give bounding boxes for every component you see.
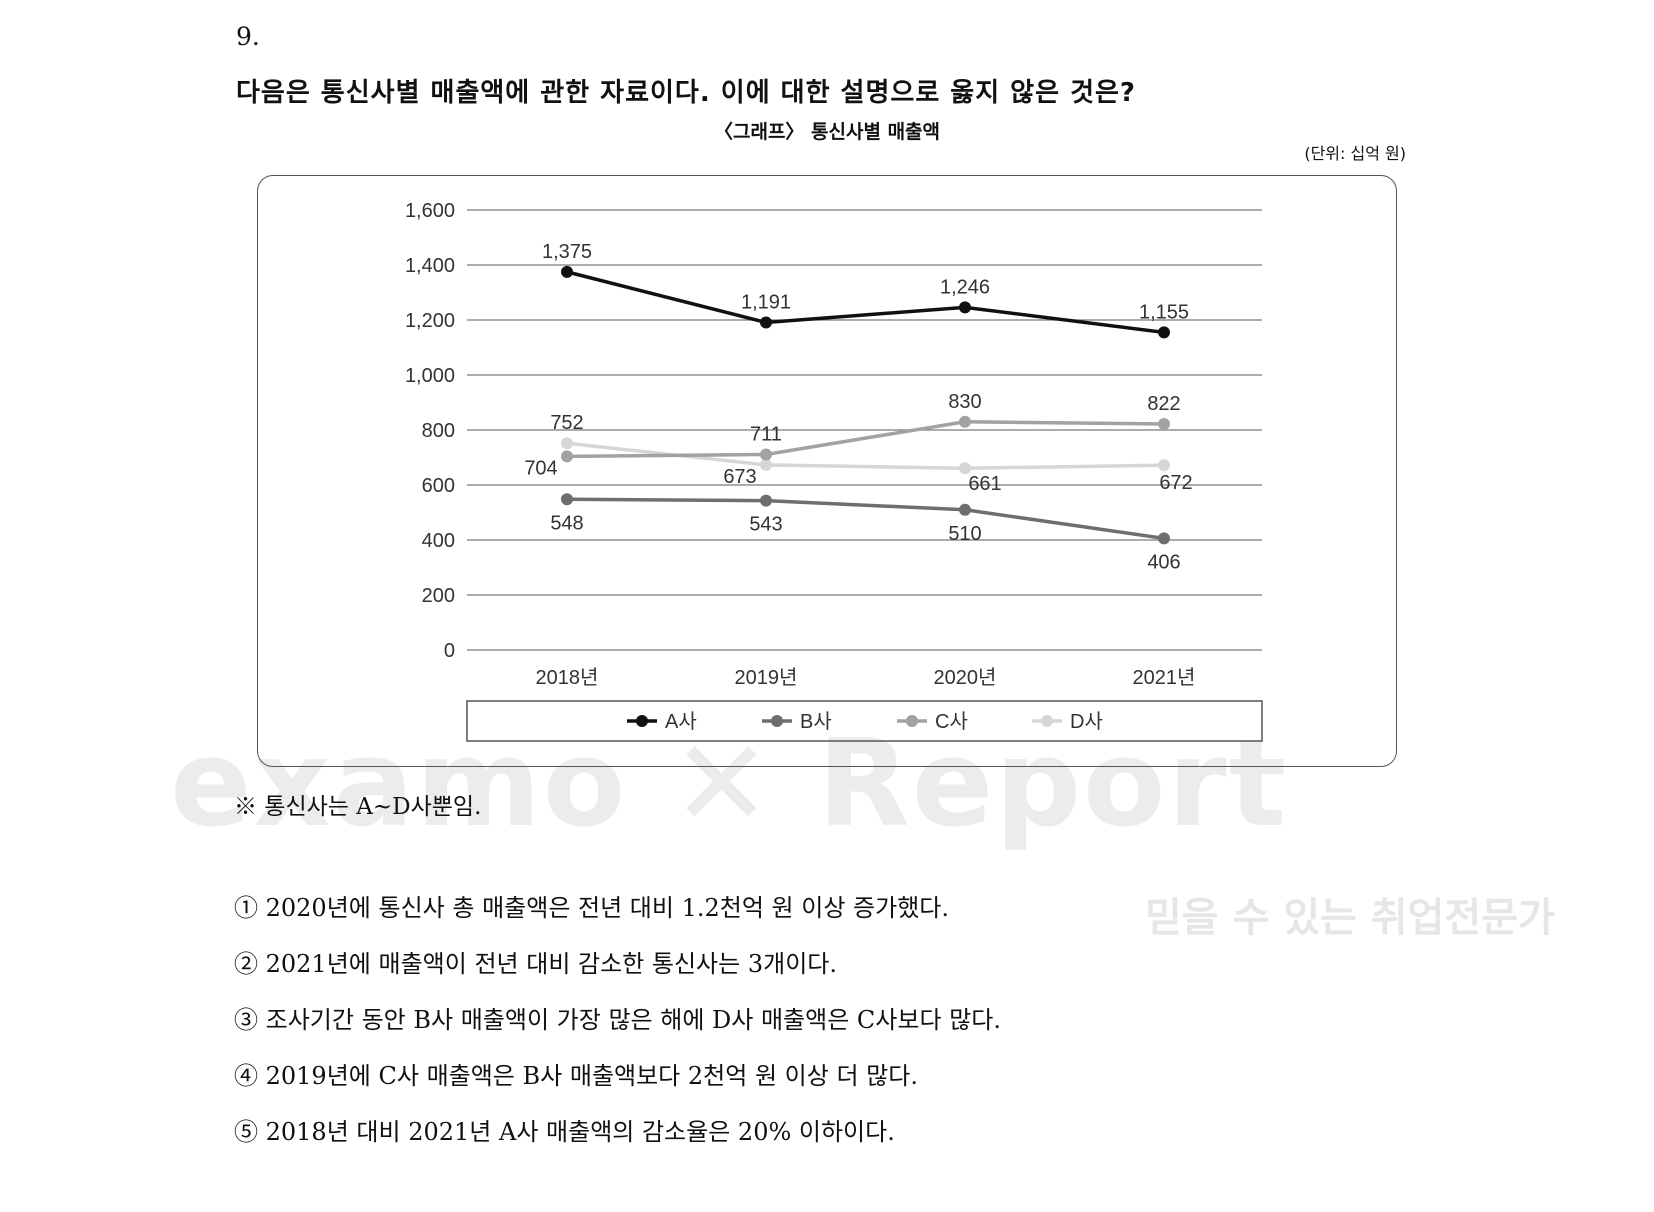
data-label: 1,191 (741, 291, 791, 313)
data-label: 752 (550, 412, 583, 434)
chart-title: 〈그래프〉 통신사별 매출액 (713, 121, 941, 143)
data-label: 704 (524, 457, 557, 479)
line-chart: 0 200 400 600 800 1,000 1,200 1,400 1,600 2018년 20… (405, 200, 1263, 742)
option-1[interactable]: ① 2020년에 통신사 총 매출액은 전년 대비 1.2천억 원 이상 증가했… (234, 894, 950, 922)
legend-marker (1041, 715, 1053, 727)
data-point (959, 462, 971, 475)
answer-options: ① 2020년에 통신사 총 매출액은 전년 대비 1.2천억 원 이상 증가했… (234, 893, 1001, 1173)
data-label: 406 (1147, 551, 1180, 573)
data-label: 1,155 (1139, 301, 1189, 323)
y-tick-label: 600 (422, 475, 455, 497)
x-tick-label: 2018년 (536, 666, 599, 689)
legend-marker (771, 715, 783, 727)
chart-frame (257, 175, 1397, 767)
data-point (959, 301, 971, 314)
data-label: 1,246 (940, 276, 990, 298)
data-label: 830 (948, 391, 981, 413)
data-point (760, 316, 772, 329)
y-tick-label: 1,600 (405, 200, 455, 222)
series-line (566, 270, 1165, 335)
legend-label: D사 (1070, 710, 1103, 733)
watermark-slogan: 믿을 수 있는 취업전문가 (1145, 895, 1555, 941)
data-point (1158, 459, 1170, 472)
legend-marker (636, 715, 648, 727)
series-line (566, 419, 1165, 459)
x-tick-label: 2021년 (1133, 666, 1196, 689)
option-4[interactable]: ④ 2019년에 C사 매출액은 B사 매출액보다 2천억 원 이상 더 많다. (234, 1062, 918, 1090)
option-2[interactable]: ② 2021년에 매출액이 전년 대비 감소한 통신사는 3개이다. (234, 950, 837, 978)
chart-note: ※ 통신사는 A~D사뿐임. (234, 794, 482, 820)
data-label: 1,375 (542, 241, 592, 263)
legend-label: A사 (665, 710, 697, 733)
data-point (760, 458, 772, 471)
data-point (561, 265, 573, 278)
x-tick-label: 2020년 (934, 666, 997, 689)
y-tick-label: 1,200 (405, 310, 455, 332)
data-point (760, 448, 772, 461)
data-label: 673 (723, 466, 756, 488)
data-label: 548 (550, 512, 583, 534)
y-tick-label: 800 (422, 420, 455, 442)
question-number: 9. (236, 22, 260, 51)
data-point (1158, 326, 1170, 339)
y-tick-label: 400 (422, 530, 455, 552)
x-tick-label: 2019년 (735, 666, 798, 689)
y-tick-label: 200 (422, 585, 455, 607)
legend-label: B사 (800, 710, 832, 733)
option-3[interactable]: ③ 조사기간 동안 B사 매출액이 가장 많은 해에 D사 매출액은 C사보다 … (234, 1006, 1001, 1034)
data-point (1158, 532, 1170, 545)
y-tick-label: 1,400 (405, 255, 455, 277)
y-tick-label: 0 (444, 640, 455, 662)
data-label: 510 (948, 523, 981, 545)
y-tick-label: 1,000 (405, 365, 455, 387)
data-point (561, 450, 573, 463)
data-label: 672 (1159, 472, 1192, 494)
data-point (959, 503, 971, 516)
series-line (566, 497, 1165, 541)
option-5[interactable]: ⑤ 2018년 대비 2021년 A사 매출액의 감소율은 20% 이하이다. (234, 1118, 895, 1146)
legend-box (466, 700, 1263, 742)
data-label: 543 (749, 514, 782, 536)
data-point (760, 494, 772, 507)
watermark-brand: examo ✕ Report (170, 715, 1289, 854)
data-point (561, 493, 573, 506)
chart-unit: (단위: 십억 원) (1304, 144, 1406, 163)
legend-label: C사 (935, 710, 968, 733)
data-label: 661 (968, 473, 1001, 495)
data-label: 822 (1147, 393, 1180, 415)
question-text: 다음은 통신사별 매출액에 관한 자료이다. 이에 대한 설명으로 옳지 않은 … (236, 78, 1136, 108)
legend-marker (906, 715, 918, 727)
data-point (1158, 417, 1170, 430)
data-label: 711 (750, 423, 782, 445)
data-point (959, 415, 971, 428)
data-point (561, 437, 573, 450)
